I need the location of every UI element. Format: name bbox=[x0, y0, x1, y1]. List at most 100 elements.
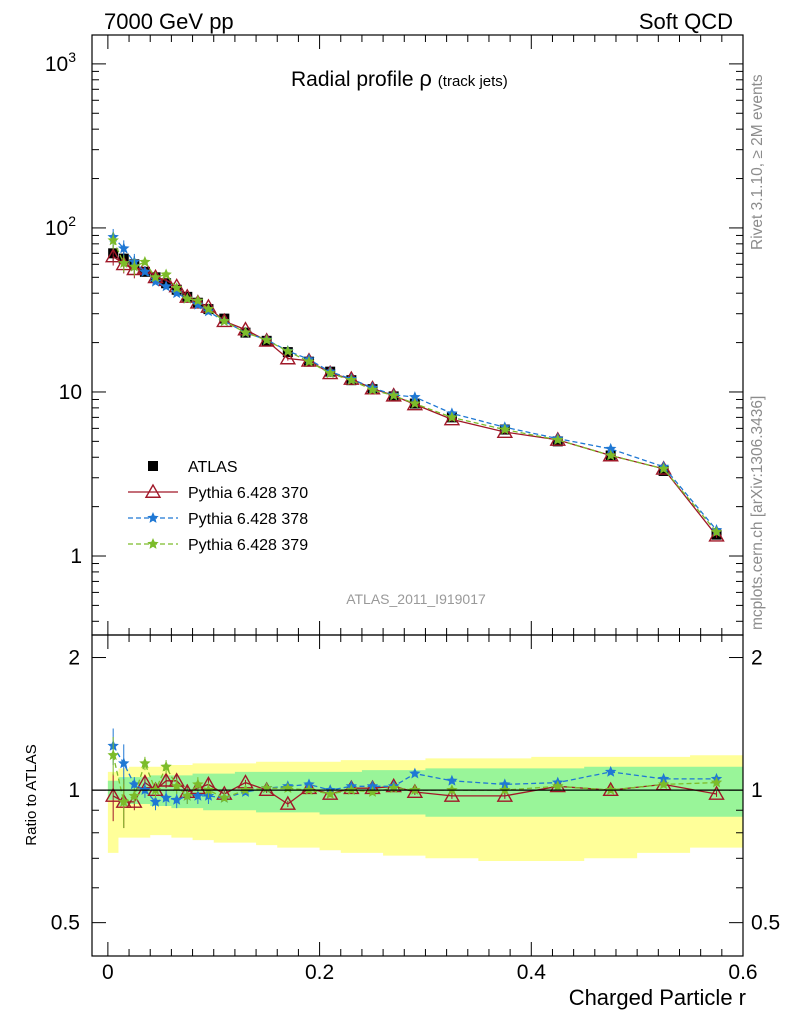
ratio-point-series-1 bbox=[303, 778, 315, 790]
ratio-point-series-0 bbox=[104, 787, 122, 802]
plot-title-symbol: ρ bbox=[419, 66, 432, 91]
main-point-series-3 bbox=[388, 389, 400, 401]
legend-label: Pythia 6.428 379 bbox=[188, 537, 308, 554]
plot-title: Radial profile ρ (track jets) bbox=[291, 66, 508, 91]
legend-label: ATLAS bbox=[188, 459, 238, 476]
ratio-point-series-2 bbox=[118, 795, 130, 807]
ratio-point-series-1 bbox=[171, 793, 183, 805]
main-point-series-2 bbox=[160, 280, 172, 292]
ratio-point-series-2 bbox=[107, 749, 119, 761]
ratio-point-series-2 bbox=[171, 780, 183, 792]
legend-marker bbox=[147, 538, 159, 549]
main-point-series-1 bbox=[189, 294, 207, 309]
analysis-id: ATLAS_2011_I919017 bbox=[346, 591, 486, 607]
ratio-point-series-2 bbox=[181, 789, 193, 801]
main-point-series-1 bbox=[279, 350, 297, 365]
main-point-series-3 bbox=[160, 268, 172, 280]
ratio-axes: 0.5 0.5 1 1 2 2 0 0.2 0.4 0.6 bbox=[51, 635, 780, 984]
ratio-point-series-2 bbox=[192, 778, 204, 790]
main-point-series-2 bbox=[409, 391, 421, 402]
main-point-series-3 bbox=[409, 397, 421, 409]
ratio-ytick-label-right: 2 bbox=[751, 647, 763, 670]
ratio-xtick-label: 0.2 bbox=[305, 961, 334, 984]
main-ytick-label: 10 bbox=[59, 381, 82, 404]
ratio-point-series-0 bbox=[443, 787, 461, 802]
main-point-series-3 bbox=[139, 256, 151, 267]
main-point-series-3 bbox=[218, 315, 230, 327]
ratio-point-series-2 bbox=[324, 788, 336, 799]
main-point-series-3 bbox=[499, 423, 511, 435]
header-left: 7000 GeV pp bbox=[104, 9, 234, 34]
main-point-series-3 bbox=[552, 433, 564, 445]
ratio-xtick-label: 0.6 bbox=[728, 961, 757, 984]
mcplots-label: mcplots.cern.ch [arXiv:1306.3436] bbox=[749, 396, 766, 630]
main-point-series-3 bbox=[710, 526, 723, 537]
ratio-point-series-2 bbox=[218, 791, 230, 803]
legend-label: Pythia 6.428 370 bbox=[188, 485, 308, 502]
main-point-series-3 bbox=[303, 355, 315, 367]
ratio-xtick-label: 0.4 bbox=[517, 961, 547, 984]
ratio-xtick-label: 0 bbox=[102, 961, 114, 984]
ratio-point-series-2 bbox=[139, 757, 151, 769]
main-ytick-label: 1 bbox=[70, 545, 82, 568]
ratio-ytick-label-left: 0.5 bbox=[51, 912, 80, 935]
main-ytick-base: 10 bbox=[45, 217, 68, 240]
main-point-series-3 bbox=[446, 411, 458, 423]
ratio-point-series-1 bbox=[192, 789, 204, 801]
plot-title-main: Radial profile bbox=[291, 68, 414, 91]
main-ytick-base: 10 bbox=[45, 53, 68, 76]
main-point-series-3 bbox=[149, 271, 162, 283]
main-point-series-2 bbox=[605, 442, 617, 454]
main-point-series-3 bbox=[605, 449, 617, 461]
ratio-point-series-2 bbox=[552, 780, 564, 792]
main-series-layer bbox=[104, 228, 725, 542]
main-point-series-2 bbox=[171, 287, 183, 299]
main-point-series-3 bbox=[324, 367, 336, 379]
ratio-point-series-1 bbox=[446, 774, 458, 786]
legend-label: Pythia 6.428 378 bbox=[188, 511, 308, 528]
ratio-point-series-2 bbox=[128, 789, 140, 801]
ratio-ytick-label-left: 1 bbox=[68, 779, 80, 802]
legend-marker bbox=[144, 483, 162, 498]
main-point-series-2 bbox=[139, 265, 151, 277]
ratio-frame bbox=[91, 634, 744, 957]
legend-marker bbox=[148, 461, 158, 471]
ratio-band-inner bbox=[107, 766, 743, 817]
ratio-point-series-0 bbox=[258, 781, 275, 797]
rivet-label: Rivet 3.1.10, ≥ 2M events bbox=[749, 74, 766, 250]
main-point-series-3 bbox=[239, 326, 252, 338]
ratio-point-series-2 bbox=[710, 776, 723, 788]
main-point-series-1 bbox=[496, 423, 514, 438]
main-point-series-3 bbox=[181, 292, 193, 304]
main-ytick-exponent: 3 bbox=[68, 49, 76, 65]
ratio-point-series-0 bbox=[157, 772, 175, 787]
ratio-point-series-1 bbox=[409, 767, 421, 779]
main-point-series-2 bbox=[149, 275, 162, 287]
ratio-point-series-1 bbox=[366, 780, 379, 792]
ratio-point-series-0 bbox=[406, 783, 424, 798]
ratio-bands bbox=[107, 755, 743, 862]
ratio-point-series-1 bbox=[160, 791, 172, 803]
ratio-point-series-1 bbox=[657, 772, 670, 784]
ratio-panel: 0.5 0.5 1 1 2 2 0 0.2 0.4 0.6 Ratio to ATLAS bbox=[23, 634, 780, 984]
ratio-point-series-2 bbox=[657, 778, 670, 790]
main-point-series-2 bbox=[118, 242, 130, 254]
main-point-series-3 bbox=[128, 260, 140, 272]
ratio-ytick-label-right: 0.5 bbox=[751, 912, 780, 935]
header-right: Soft QCD bbox=[639, 9, 733, 34]
main-point-series-3 bbox=[657, 462, 670, 474]
main-point-series-3 bbox=[171, 282, 183, 293]
ratio-point-series-1 bbox=[128, 778, 140, 790]
plot-title-sub: (track jets) bbox=[438, 73, 508, 90]
ratio-point-series-2 bbox=[366, 786, 379, 797]
ratio-point-series-1 bbox=[149, 795, 162, 807]
main-point-series-3 bbox=[366, 383, 379, 395]
main-ytick-label: 102 bbox=[45, 213, 76, 240]
x-axis-label: Charged Particle r bbox=[569, 985, 746, 1010]
main-ytick-exponent: 2 bbox=[68, 213, 76, 229]
ratio-point-series-1 bbox=[499, 778, 511, 790]
main-point-series-3 bbox=[107, 234, 119, 246]
ratio-point-series-1 bbox=[118, 757, 130, 769]
